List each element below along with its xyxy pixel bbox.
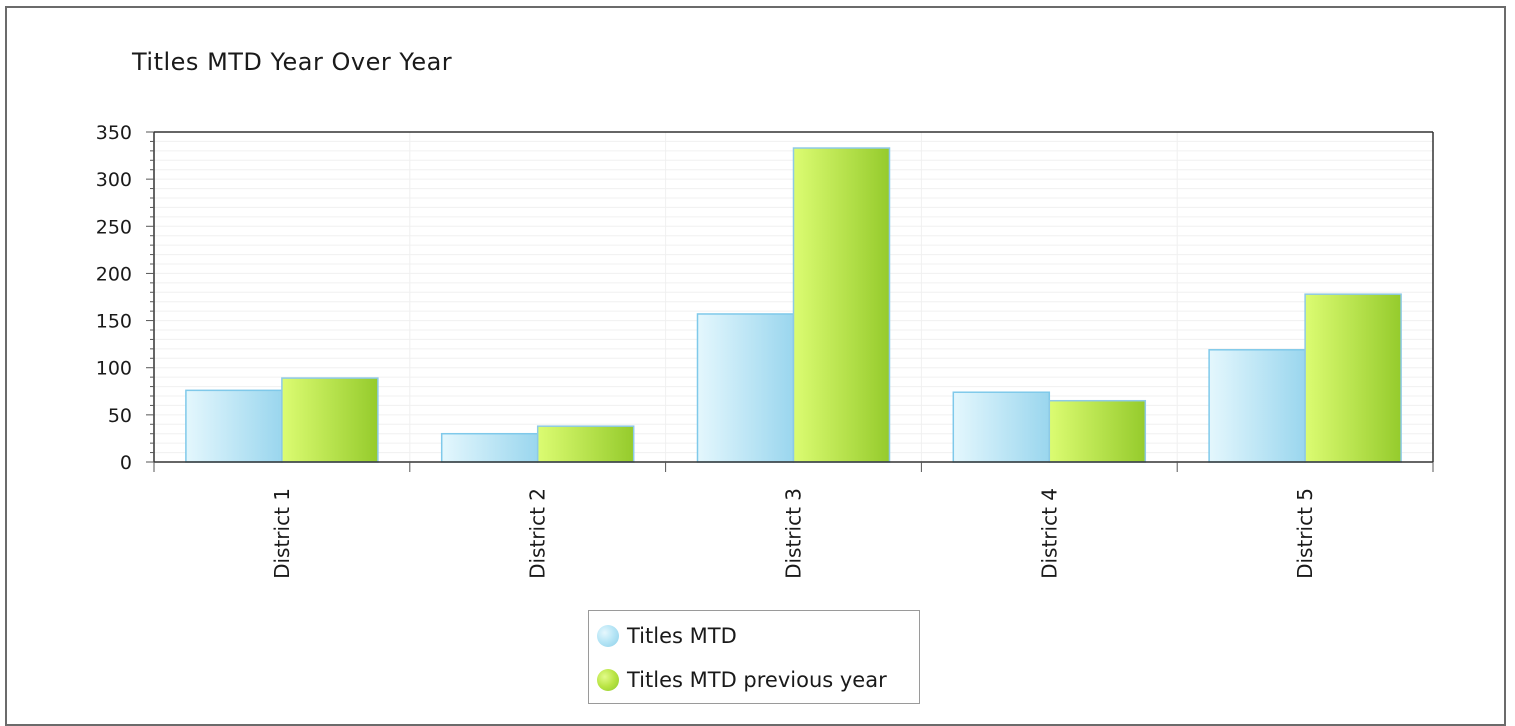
- y-tick-label: 200: [96, 263, 132, 285]
- x-tick-label: District 1: [270, 488, 294, 579]
- x-tick-label: District 5: [1293, 488, 1317, 579]
- bars: [185, 147, 1402, 463]
- axes: [146, 131, 1434, 472]
- bar-chart: 0 50 100 150 200 250 300 350 District 1 District …: [96, 122, 1434, 579]
- bar-series-2-district-4: [1048, 399, 1147, 463]
- axis-labels: 0 50 100 150 200 250 300 350 District 1 District …: [96, 122, 1317, 579]
- bar-series-2-district-1: [281, 377, 379, 463]
- bar-series-1-district-1: [185, 389, 283, 463]
- legend-item-series-2: Titles MTD previous year: [597, 668, 887, 692]
- legend-label-series-1: Titles MTD: [627, 624, 737, 648]
- bar-series-2-district-5: [1304, 293, 1402, 463]
- bar-series-1-district-5: [1208, 349, 1306, 463]
- x-tick-label: District 4: [1037, 488, 1061, 579]
- bar-series-2-district-3: [792, 147, 891, 463]
- legend-label-series-2: Titles MTD previous year: [627, 668, 887, 692]
- bar-series-1-district-2: [440, 432, 539, 463]
- y-tick-label: 350: [96, 122, 132, 144]
- legend: Titles MTD Titles MTD previous year: [588, 610, 920, 704]
- y-tick-label: 100: [96, 358, 132, 380]
- legend-swatch-series-1: [597, 625, 619, 647]
- chart-title: Titles MTD Year Over Year: [132, 48, 453, 76]
- y-tick-label: 300: [96, 169, 132, 191]
- bar-series-1-district-4: [952, 391, 1051, 463]
- y-tick-label: 250: [96, 216, 132, 238]
- legend-item-series-1: Titles MTD: [597, 624, 737, 648]
- x-tick-label: District 2: [526, 488, 550, 579]
- y-tick-label: 150: [96, 311, 132, 333]
- bar-series-1-district-3: [696, 313, 795, 463]
- y-tick-label: 50: [108, 405, 132, 427]
- x-tick-label: District 3: [782, 488, 806, 579]
- y-tick-label: 0: [120, 452, 132, 474]
- legend-swatch-series-2: [597, 669, 619, 691]
- bar-series-2-district-2: [536, 425, 635, 463]
